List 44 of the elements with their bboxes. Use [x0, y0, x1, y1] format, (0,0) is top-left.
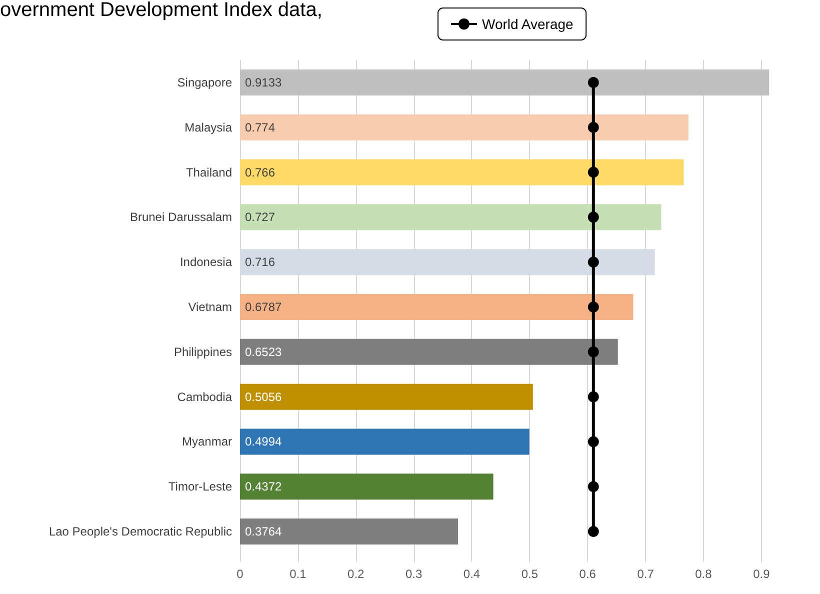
x-tick-label: 0.6 — [579, 567, 596, 581]
data-label: 0.4372 — [245, 480, 282, 494]
data-label: 0.5056 — [245, 390, 282, 404]
x-tick-label: 0.5 — [521, 567, 538, 581]
bar — [240, 338, 618, 365]
bar — [240, 69, 770, 96]
bar — [240, 384, 533, 410]
bar — [240, 204, 662, 230]
bar — [240, 474, 494, 500]
y-tick-label: Myanmar — [182, 434, 232, 449]
bar — [240, 114, 688, 140]
x-tick-label: 0.9 — [753, 567, 770, 581]
chart-title: overnment Development Index data, — [0, 0, 322, 21]
y-tick-label: Thailand — [186, 165, 232, 180]
x-tick-label: 0.3 — [405, 567, 422, 581]
x-tick-label: 0.4 — [463, 567, 480, 581]
y-tick-label: Indonesia — [180, 255, 232, 270]
legend-label: World Average — [482, 16, 574, 32]
bar — [240, 518, 458, 545]
y-tick-label: Cambodia — [177, 390, 232, 404]
y-tick-label: Singapore — [177, 75, 232, 90]
bar — [240, 159, 684, 186]
y-tick-label: Lao People's Democratic Republic — [48, 524, 232, 539]
data-label: 0.3764 — [245, 524, 282, 539]
data-label: 0.4994 — [245, 434, 282, 449]
x-tick-label: 0.8 — [695, 567, 712, 581]
data-label: 0.774 — [245, 120, 276, 134]
x-tick-label: 0.1 — [290, 567, 307, 581]
data-label: 0.766 — [245, 165, 276, 180]
y-tick-label: Brunei Darussalam — [130, 210, 232, 224]
bar — [240, 294, 634, 320]
y-tick-label: Philippines — [174, 344, 232, 359]
y-tick-label: Malaysia — [184, 120, 232, 134]
bar — [240, 428, 530, 455]
y-tick-label: Vietnam — [188, 300, 232, 314]
x-tick-label: 0.2 — [348, 567, 365, 581]
data-label: 0.716 — [245, 255, 276, 270]
data-label: 0.6523 — [245, 344, 282, 359]
x-tick-label: 0.7 — [637, 567, 654, 581]
data-label: 0.727 — [245, 210, 276, 224]
y-tick-label: Timor-Leste — [168, 480, 232, 494]
x-tick-label: 0 — [236, 567, 244, 581]
data-label: 0.6787 — [245, 300, 282, 314]
data-label: 0.9133 — [245, 75, 282, 90]
